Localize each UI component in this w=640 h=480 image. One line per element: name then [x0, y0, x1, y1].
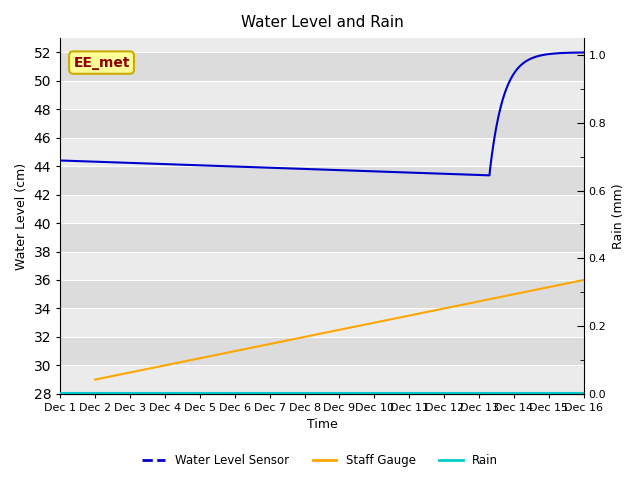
X-axis label: Time: Time [307, 419, 337, 432]
Bar [60, 81, 584, 109]
Bar [60, 365, 584, 394]
Bar [60, 252, 584, 280]
Y-axis label: Water Level (cm): Water Level (cm) [15, 162, 28, 270]
Text: EE_met: EE_met [74, 56, 130, 70]
Legend: Water Level Sensor, Staff Gauge, Rain: Water Level Sensor, Staff Gauge, Rain [137, 449, 503, 472]
Bar [60, 166, 584, 194]
Title: Water Level and Rain: Water Level and Rain [241, 15, 403, 30]
Bar [60, 309, 584, 337]
Bar [60, 223, 584, 252]
Bar [60, 280, 584, 309]
Bar [60, 194, 584, 223]
Bar [60, 138, 584, 166]
Bar [60, 109, 584, 138]
Y-axis label: Rain (mm): Rain (mm) [612, 183, 625, 249]
Bar [60, 52, 584, 81]
Bar [60, 337, 584, 365]
